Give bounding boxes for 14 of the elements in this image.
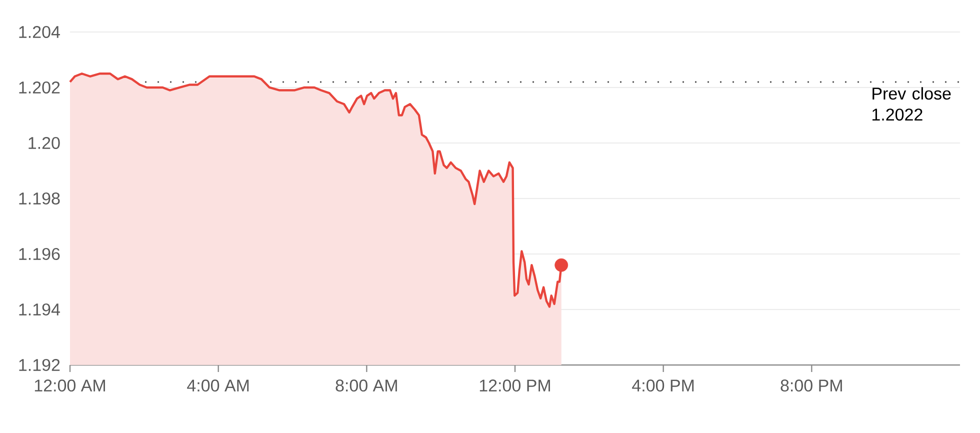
- ref-line-label: Prev close 1.2022: [872, 87, 951, 121]
- y-tick-label: 1.20: [28, 136, 60, 150]
- x-tick-label: 4:00 AM: [187, 380, 249, 392]
- y-tick-label: 1.198: [19, 192, 60, 205]
- x-tick-label: 8:00 PM: [780, 380, 842, 392]
- x-tick-label: 12:00 AM: [34, 380, 105, 392]
- y-tick-label: 1.202: [19, 81, 60, 94]
- x-tick-label: 8:00 AM: [336, 380, 397, 392]
- y-tick-label: 1.194: [19, 303, 60, 316]
- x-tick-label: 4:00 PM: [632, 380, 694, 392]
- y-tick-label: 1.204: [19, 26, 60, 38]
- x-tick-label: 12:00 PM: [480, 380, 550, 392]
- y-tick-label: 1.192: [19, 358, 60, 372]
- y-tick-label: 1.196: [19, 248, 60, 260]
